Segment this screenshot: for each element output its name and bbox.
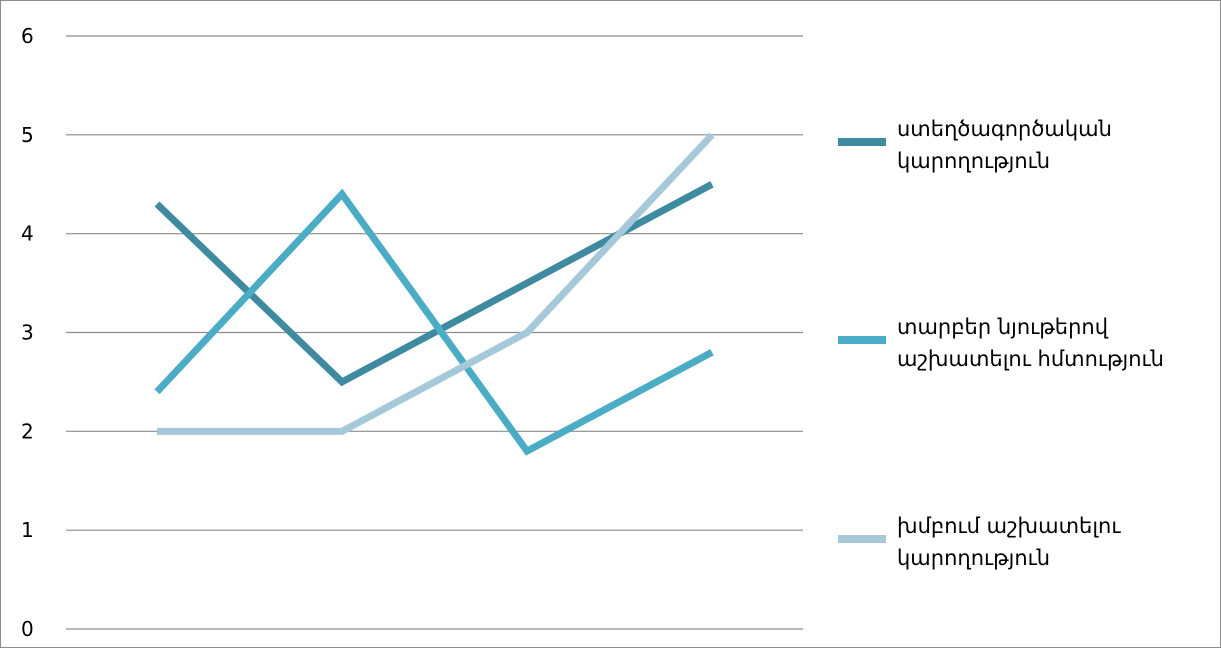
y-tick-label-1: 1 xyxy=(21,518,34,542)
legend-label-2-0: խմբում աշխատելու xyxy=(897,514,1121,538)
legend-label-0-0: ստեղծագործական xyxy=(897,117,1112,141)
series-line-2 xyxy=(157,132,715,435)
legend-label-1-1: աշխատելու հմտություն xyxy=(897,347,1164,371)
y-tick-label-2: 2 xyxy=(21,419,34,443)
y-tick-label-5: 5 xyxy=(21,123,34,147)
legend: ստեղծագործական կարողություն տարբեր նյութեր… xyxy=(838,117,1164,570)
series-line-0 xyxy=(154,181,714,387)
legend-label-2-1: կարողություն xyxy=(897,546,1050,570)
y-tick-label-0: 0 xyxy=(21,617,34,641)
y-axis-ticks: 0 1 2 3 4 5 6 xyxy=(21,24,34,641)
series-line-1 xyxy=(154,188,714,456)
y-tick-label-4: 4 xyxy=(21,222,34,246)
series-lines xyxy=(154,132,715,456)
legend-label-1-0: տարբեր նյութերով xyxy=(897,315,1109,339)
legend-label-0-1: կարողություն xyxy=(897,149,1050,173)
y-tick-label-3: 3 xyxy=(21,321,34,345)
y-tick-label-6: 6 xyxy=(21,24,34,48)
